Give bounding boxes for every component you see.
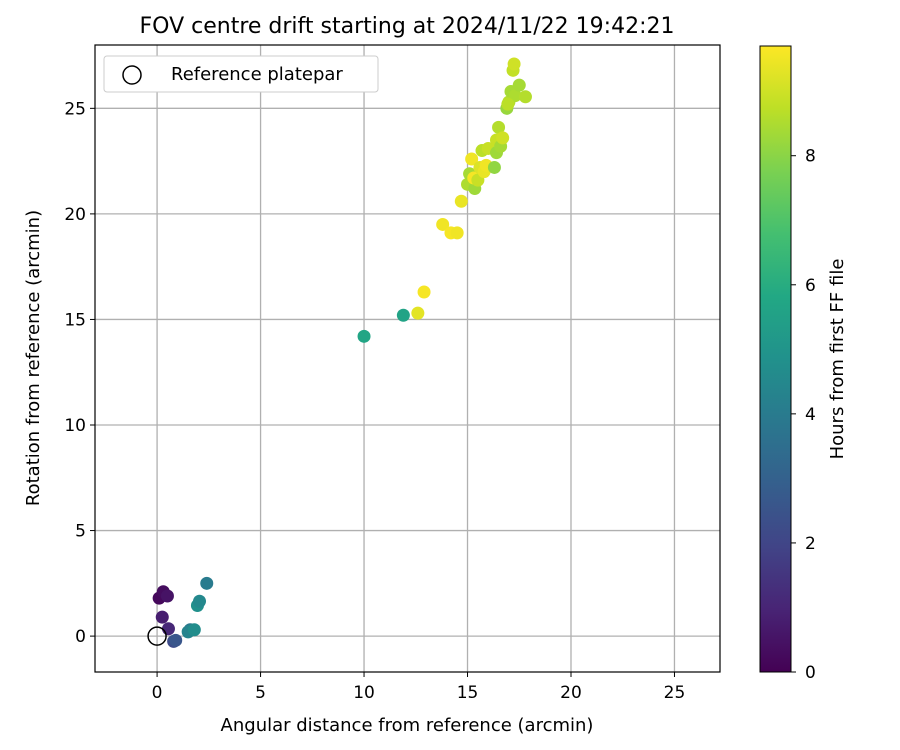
data-point [396,308,410,322]
y-tick-label: 25 [64,99,86,119]
grid-lines [95,45,720,672]
data-point [487,160,501,174]
y-axis-label: Rotation from reference (arcmin) [23,210,44,506]
data-point [518,90,532,104]
x-tick-label: 0 [152,683,163,703]
plot-frame [94,44,721,673]
data-point [450,226,464,240]
chart-title: FOV centre drift starting at 2024/11/22 … [140,14,675,39]
y-tick-label: 15 [64,310,86,330]
data-points [152,57,532,648]
colorbar-tick-label: 6 [805,276,816,296]
data-point [160,589,174,603]
data-point [512,78,526,92]
y-tick-label: 20 [64,205,86,225]
colorbar-tick-label: 0 [805,663,816,683]
legend-marker-icon [122,65,142,85]
data-point [417,285,431,299]
y-tick-label: 5 [75,522,86,542]
data-point [507,57,521,71]
colorbar: 0 2 4 6 8 Hours from first FF file [759,45,848,683]
data-point [169,633,183,647]
data-point [193,594,207,608]
x-tick-label: 5 [255,683,266,703]
data-point [155,610,169,624]
data-point [492,120,506,134]
legend-entry-label: Reference platepar [171,64,343,85]
data-point [436,217,450,231]
y-tick-label: 0 [75,627,86,647]
plot-area [95,45,720,672]
data-point [357,329,371,343]
colorbar-ticks: 0 2 4 6 8 [791,147,816,683]
data-point [496,131,510,145]
data-point [161,622,175,636]
x-tick-label: 20 [560,683,582,703]
data-point [465,152,479,166]
reference-platepar-marker [147,626,167,646]
colorbar-tick-label: 2 [805,534,816,554]
x-tick-label: 10 [353,683,375,703]
data-point [411,306,425,320]
legend-box [103,55,379,93]
colorbar-label: Hours from first FF file [827,259,848,460]
colorbar-tick-label: 4 [805,405,816,425]
y-tick-label: 10 [64,416,86,436]
data-point [200,576,214,590]
x-axis-label: Angular distance from reference (arcmin) [221,715,594,736]
data-point [508,89,522,103]
colorbar-gradient [759,45,792,673]
data-point [187,623,201,637]
x-tick-label: 25 [664,683,686,703]
x-tick-label: 15 [457,683,479,703]
data-point [454,194,468,208]
data-point [501,97,515,111]
legend: Reference platepar [103,55,379,93]
axis-ticks: 0 5 10 15 20 25 0 5 10 15 20 25 [64,99,685,703]
colorbar-tick-label: 8 [805,147,816,167]
